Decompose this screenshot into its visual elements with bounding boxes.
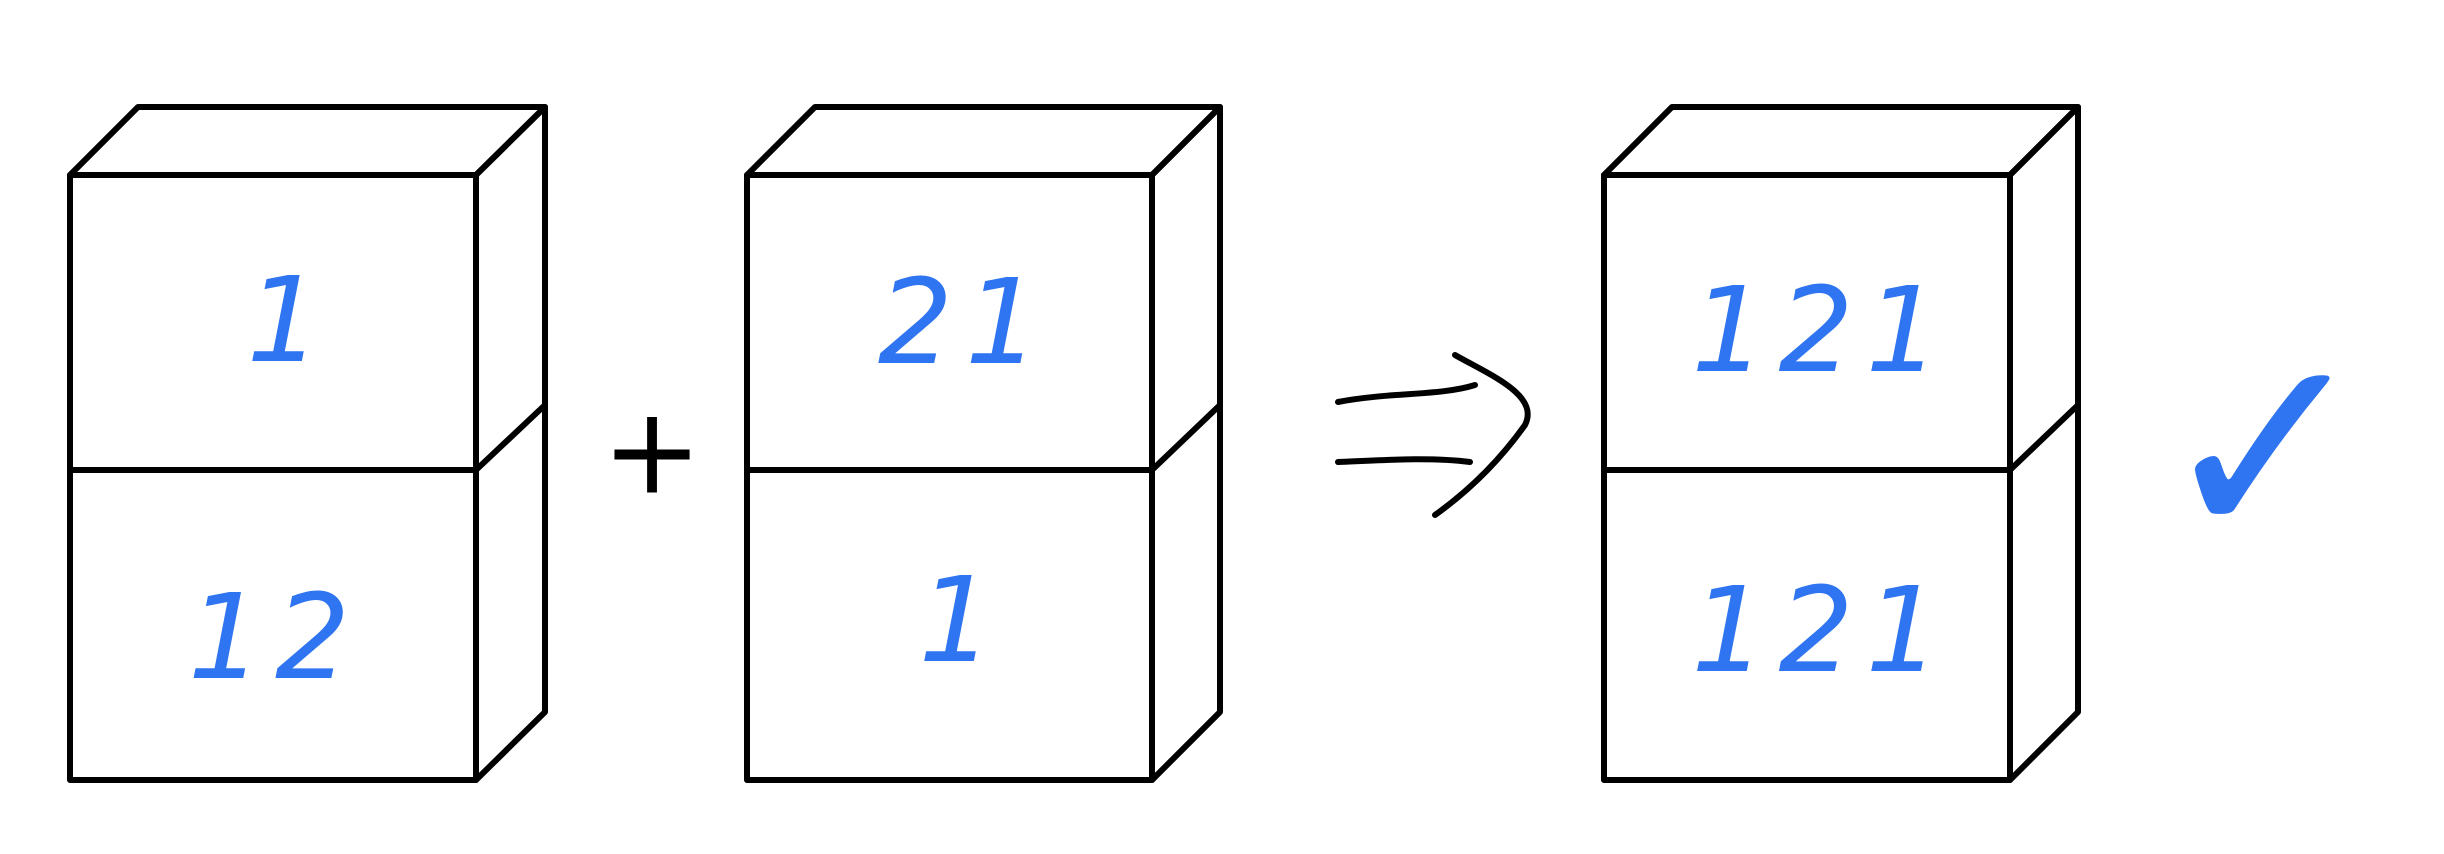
box-2-bottom-number: 1 [918, 551, 1005, 689]
box-1: 1 12 [67, 104, 548, 783]
box-1-bottom-number: 12 [188, 568, 362, 706]
box-2-front-face [744, 172, 1155, 783]
box-1-top-face [67, 104, 548, 178]
box-2-side-face [1149, 104, 1223, 783]
box-2: 21 1 [744, 104, 1223, 783]
box-3-top-face [1601, 104, 2081, 178]
box-2-top-number: 21 [878, 253, 1052, 391]
implies-arrow-icon [1335, 352, 1531, 518]
box-1-side-divider [473, 402, 548, 473]
box-3-side-face [2007, 104, 2081, 783]
plus-sign-icon: + [602, 383, 703, 522]
box-2-side-divider [1149, 402, 1223, 473]
checkmark-icon: ✓ [2156, 299, 2374, 601]
box-1-front-face [67, 172, 479, 783]
box-1-side-face [473, 104, 548, 783]
box-1-top-number: 1 [246, 251, 333, 389]
box-3-front-face [1601, 172, 2013, 783]
box-3-side-divider [2007, 402, 2081, 473]
box-3-bottom-number: 121 [1691, 561, 1952, 699]
box-3: 121 121 [1601, 104, 2081, 783]
box-3-top-number: 121 [1691, 261, 1952, 399]
box-2-top-face [744, 104, 1223, 178]
